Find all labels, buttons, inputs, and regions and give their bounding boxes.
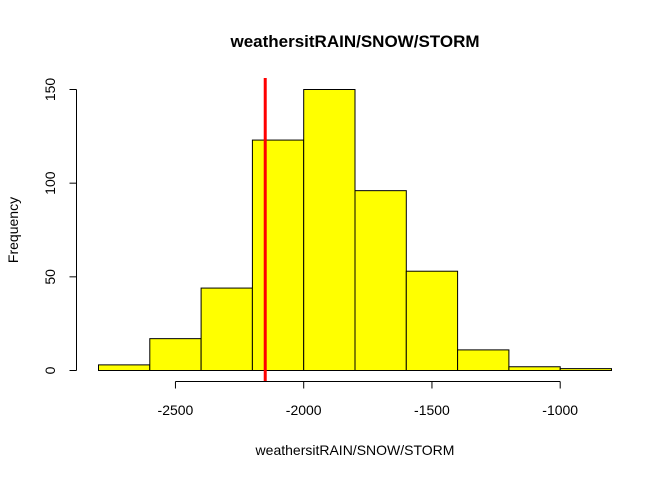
y-axis-label: Frequency bbox=[5, 197, 21, 263]
histogram-bar-8 bbox=[509, 367, 560, 371]
y-axis: 0 50 100 150 bbox=[42, 78, 77, 375]
bars-group bbox=[99, 90, 612, 371]
x-axis-label: weathersitRAIN/SNOW/STORM bbox=[255, 442, 455, 458]
y-tick-label-0: 0 bbox=[42, 366, 58, 374]
y-tick-label-2: 100 bbox=[42, 171, 58, 195]
x-tick-label-3: -1000 bbox=[542, 402, 578, 418]
histogram-bar-3 bbox=[252, 140, 303, 370]
histogram-bar-7 bbox=[458, 350, 509, 371]
histogram-bar-5 bbox=[355, 191, 406, 371]
histogram-bar-2 bbox=[201, 288, 252, 370]
x-axis: -2500 -2000 -1500 -1000 bbox=[158, 382, 579, 419]
histogram-bar-0 bbox=[99, 365, 150, 371]
y-tick-label-1: 50 bbox=[42, 269, 58, 285]
x-tick-label-1: -2000 bbox=[286, 402, 322, 418]
histogram-bar-4 bbox=[304, 90, 355, 371]
y-tick-label-3: 150 bbox=[42, 78, 58, 102]
histogram-bar-1 bbox=[150, 339, 201, 371]
x-tick-label-2: -1500 bbox=[414, 402, 450, 418]
histogram-bar-6 bbox=[406, 271, 457, 370]
x-tick-label-0: -2500 bbox=[158, 402, 194, 418]
chart-title: weathersitRAIN/SNOW/STORM bbox=[229, 32, 479, 51]
histogram-bar-9 bbox=[560, 369, 611, 371]
